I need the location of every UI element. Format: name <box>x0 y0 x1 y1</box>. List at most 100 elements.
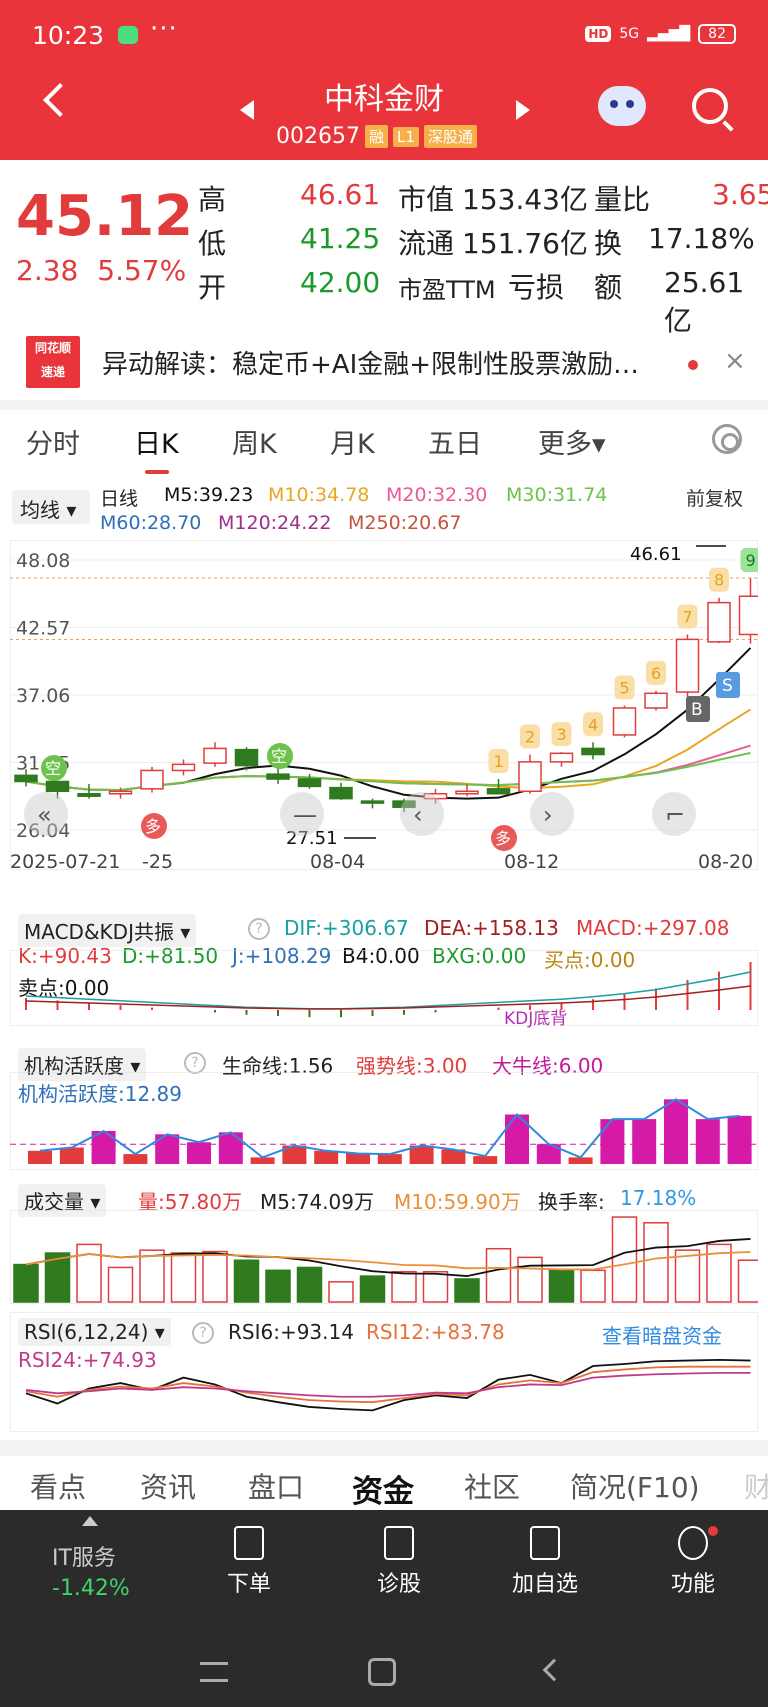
sequence-label: 1 <box>494 752 504 771</box>
search-icon[interactable] <box>692 88 728 124</box>
tag-level1: L1 <box>393 126 419 147</box>
activity-bar <box>282 1145 307 1164</box>
news-text[interactable]: 异动解读：稳定币+AI金融+限制性股票激励… <box>102 350 640 380</box>
activity-bar <box>409 1145 434 1164</box>
kdj-bxg: BXG:0.00 <box>432 944 527 968</box>
tab-monthly-k[interactable]: 月K <box>330 429 375 460</box>
panel-frame <box>10 1312 758 1432</box>
sequence-badge <box>488 749 509 774</box>
activity-bar <box>473 1156 498 1164</box>
tab-profile[interactable]: 简况(F10) <box>570 1471 700 1504</box>
tab-finance[interactable]: 财 <box>744 1471 768 1504</box>
divider <box>0 400 768 410</box>
high-marker-label: 46.61 <box>630 544 682 565</box>
activity-selector[interactable]: 机构活跃度 ▾ <box>18 1048 147 1081</box>
tab-intraday[interactable]: 分时 <box>26 429 80 460</box>
activity-bar <box>377 1154 402 1164</box>
tab-funds[interactable]: 资金 <box>352 1474 414 1510</box>
candlestick-chart[interactable]: 48.0842.5737.0631.5526.04123456789空空多多BS… <box>10 540 758 870</box>
tab-weekly-k[interactable]: 周K <box>232 429 277 460</box>
tab-more[interactable]: 更多▾ <box>538 429 606 460</box>
function-button[interactable]: 功能 <box>648 1526 738 1598</box>
activity-bar <box>600 1119 625 1164</box>
change-value: 2.38 <box>16 254 79 287</box>
home-icon[interactable] <box>368 1658 396 1686</box>
order-button[interactable]: 下单 <box>204 1526 294 1598</box>
volume-bar <box>328 1281 354 1303</box>
expand-up-icon[interactable] <box>82 1516 98 1526</box>
high-label: 高 <box>198 183 227 216</box>
volume-bar <box>454 1278 480 1303</box>
volume-chart <box>10 1210 758 1304</box>
rsi-chart <box>10 1312 758 1432</box>
robot-assistant-icon[interactable] <box>598 86 646 126</box>
close-icon[interactable]: × <box>724 346 746 376</box>
tab-five-day[interactable]: 五日 <box>428 429 482 460</box>
status-time: 10:23 <box>32 21 105 50</box>
unread-dot-icon <box>688 360 698 370</box>
chart-nav-icon <box>280 792 324 836</box>
tab-highlights[interactable]: 看点 <box>30 1471 87 1504</box>
volume-bar <box>76 1243 102 1303</box>
macd-dif-line <box>25 971 751 1010</box>
activity-bull: 大牛线:6.00 <box>492 1054 604 1078</box>
candle <box>518 761 542 793</box>
open-label: 开 <box>198 271 227 304</box>
dark-pool-link[interactable]: 查看暗盘资金 <box>602 1324 722 1348</box>
volume-bar <box>485 1247 512 1303</box>
nav-back-icon[interactable] <box>542 1658 566 1682</box>
stock-code: 002657 <box>276 124 360 149</box>
diagnose-button[interactable]: 诊股 <box>354 1526 444 1598</box>
x-date-label: 08-12 <box>504 851 559 870</box>
tab-active-indicator <box>145 470 169 474</box>
chart-nav-glyph: ‹ <box>413 801 423 829</box>
network-label: 5G <box>619 26 640 42</box>
open-value: 42.00 <box>300 266 381 299</box>
tab-news[interactable]: 资讯 <box>140 1471 197 1504</box>
mcap-value: 153.43亿 <box>462 183 588 216</box>
low-label: 低 <box>198 227 227 260</box>
macd-chart <box>10 950 758 1026</box>
sector-name[interactable]: IT服务 <box>52 1546 116 1571</box>
candle <box>140 769 164 790</box>
ma-selector[interactable]: 均线 ▾ <box>12 490 90 524</box>
add-watchlist-button[interactable]: 加自选 <box>500 1526 590 1598</box>
short-marker-icon <box>41 755 67 781</box>
news-ticker[interactable]: 同花顺 速递 异动解读：稳定币+AI金融+限制性股票激励… × <box>0 330 768 392</box>
y-tick-label: 37.06 <box>16 685 70 707</box>
next-stock-icon[interactable] <box>516 100 530 120</box>
candle <box>14 774 38 783</box>
volume-bar <box>391 1271 417 1303</box>
help-icon[interactable]: ? <box>248 918 270 940</box>
news-logo-bottom: 速递 <box>40 365 65 379</box>
candle <box>581 747 605 756</box>
pe-value: 亏损 <box>508 271 565 304</box>
recent-apps-icon[interactable] <box>200 1662 228 1682</box>
price-adjust-button[interactable]: 前复权 <box>686 488 744 510</box>
help-icon[interactable]: ? <box>192 1322 214 1344</box>
volume-bar <box>737 1259 758 1303</box>
rsi-selector[interactable]: RSI(6,12,24) ▾ <box>18 1318 171 1346</box>
activity-bar <box>441 1149 466 1164</box>
volume-ratio-value: 3.65 <box>712 178 768 211</box>
rsi12: RSI12:+83.78 <box>366 1320 505 1344</box>
x-date-label: 08-20 <box>698 851 753 870</box>
stock-code-row: 002657 融 L1 深股通 <box>276 124 477 149</box>
kdj-k: K:+90.43 <box>18 944 112 968</box>
macd-selector[interactable]: MACD&KDJ共振 ▾ <box>18 914 197 947</box>
activity-bar <box>28 1150 52 1164</box>
status-bar: 10:23 ··· HD 5G ▂▄▆█ 82 <box>32 14 736 54</box>
tab-orderbook[interactable]: 盘口 <box>248 1471 305 1504</box>
settings-icon[interactable] <box>712 424 742 454</box>
prev-stock-icon[interactable] <box>240 100 254 120</box>
candle <box>675 638 700 693</box>
help-icon[interactable]: ? <box>184 1052 206 1074</box>
ma10-line <box>25 708 752 792</box>
tab-daily-k[interactable]: 日K <box>134 429 179 460</box>
order-label: 下单 <box>226 1572 271 1597</box>
tab-community[interactable]: 社区 <box>464 1471 521 1504</box>
system-nav-bar <box>0 1650 768 1700</box>
sequence-label: 9 <box>746 551 756 570</box>
diagnose-label: 诊股 <box>376 1572 421 1597</box>
candle <box>171 763 196 772</box>
